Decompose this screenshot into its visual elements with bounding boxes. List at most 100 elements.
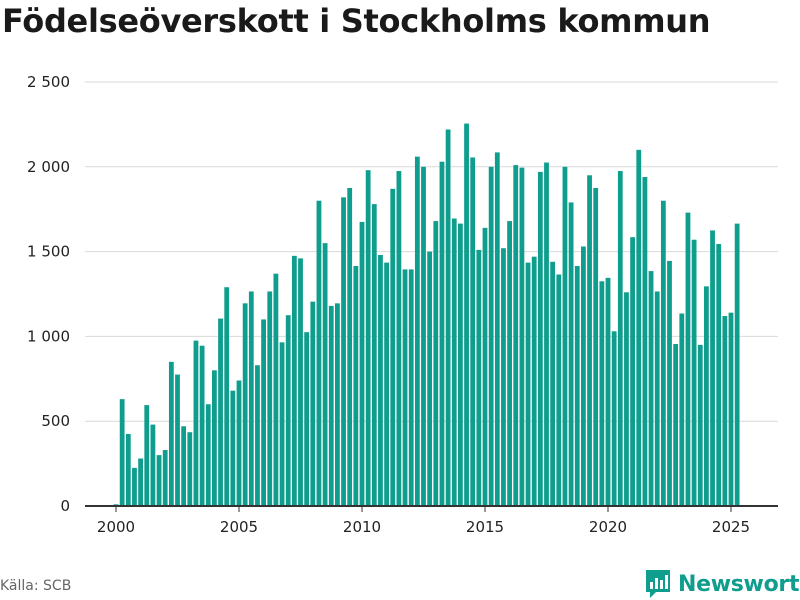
bar [335, 303, 340, 506]
bar [119, 399, 125, 506]
bar [187, 432, 193, 506]
bar [562, 166, 568, 507]
bar [396, 171, 402, 507]
bar [291, 255, 297, 506]
bar [439, 161, 445, 506]
x-tick-label: 2005 [220, 518, 258, 536]
bar [199, 345, 205, 506]
bar [648, 271, 654, 506]
bar [531, 256, 537, 506]
bar [378, 254, 383, 506]
bar [279, 342, 285, 506]
bar [138, 458, 143, 506]
bar [667, 260, 672, 506]
bar [537, 171, 543, 506]
bar [574, 266, 580, 506]
bar [365, 170, 371, 506]
y-tick-labels: 2 500 2 000 1 500 1 000 500 0 [27, 73, 70, 515]
y-tick-label: 2 500 [27, 73, 70, 91]
bar [224, 287, 230, 506]
bar [212, 370, 217, 506]
bar [414, 156, 420, 506]
brand-name: Newsworthy [678, 571, 800, 597]
x-tick-label: 2000 [97, 518, 135, 536]
bar [236, 380, 242, 506]
newsworthy-logo-icon [646, 570, 670, 598]
bar [630, 237, 635, 506]
bar [255, 365, 260, 506]
bar [347, 188, 353, 506]
x-tick-label: 2010 [343, 518, 381, 536]
bar [617, 171, 623, 507]
bar [624, 292, 629, 506]
bar [390, 188, 396, 506]
bar [371, 204, 377, 507]
bar [267, 291, 273, 506]
bar [421, 166, 426, 507]
y-tick-label: 1 500 [27, 243, 70, 261]
bar [402, 269, 408, 506]
bar [144, 405, 150, 506]
source-label: Källa: SCB [0, 578, 72, 594]
y-tick-label: 2 000 [27, 158, 70, 176]
x-tick-labels: 2000 2005 2010 2015 2020 2025 [97, 518, 750, 536]
y-tick-label: 500 [41, 412, 70, 430]
bar [341, 197, 346, 506]
bar [316, 200, 322, 506]
bar [193, 340, 199, 506]
bar [660, 200, 666, 506]
bar [482, 227, 488, 507]
bar [261, 319, 266, 506]
bar [568, 202, 574, 507]
bars [113, 123, 740, 507]
x-tick-label: 2025 [712, 518, 750, 536]
bar [353, 266, 359, 506]
bar [581, 246, 586, 506]
bar [476, 249, 482, 506]
y-tick-label: 0 [60, 497, 70, 515]
bar [605, 277, 611, 506]
y-tick-label: 1 000 [27, 327, 70, 345]
brand[interactable]: Newsworthy [644, 568, 800, 600]
bar [445, 129, 451, 507]
bar [519, 167, 525, 506]
bar [587, 175, 592, 506]
bar [132, 467, 137, 506]
bar [304, 332, 310, 506]
bar [734, 223, 740, 506]
bar [544, 162, 549, 506]
bar [156, 455, 162, 506]
bar [501, 248, 506, 506]
x-tick-label: 2020 [589, 518, 627, 536]
bar [322, 243, 328, 506]
bar [464, 123, 469, 507]
bar [513, 165, 519, 506]
bar [218, 318, 223, 506]
bar [654, 291, 660, 506]
bar [359, 221, 365, 507]
bar [458, 223, 463, 506]
bar [550, 261, 556, 506]
bar [433, 221, 439, 506]
bar [697, 344, 703, 506]
bar [722, 316, 728, 506]
bar [494, 152, 500, 506]
bar [451, 218, 457, 506]
chart-title: Födelseöverskott i Stockholms kommun [2, 2, 711, 40]
bar [408, 269, 414, 506]
bar [310, 301, 316, 506]
bar [611, 331, 617, 506]
bar-chart: 2 500 2 000 1 500 1 000 500 0 2000 2005 2010 201… [27, 73, 778, 536]
bar [328, 305, 334, 506]
bar [642, 176, 648, 507]
bar [285, 315, 291, 506]
bar [691, 239, 697, 507]
x-tick-label: 2015 [466, 518, 504, 536]
bar [150, 424, 156, 506]
bar [507, 221, 512, 506]
bar [205, 404, 211, 506]
bar [384, 262, 389, 506]
bar [427, 251, 433, 506]
x-axis [85, 505, 778, 512]
bar [685, 212, 691, 506]
